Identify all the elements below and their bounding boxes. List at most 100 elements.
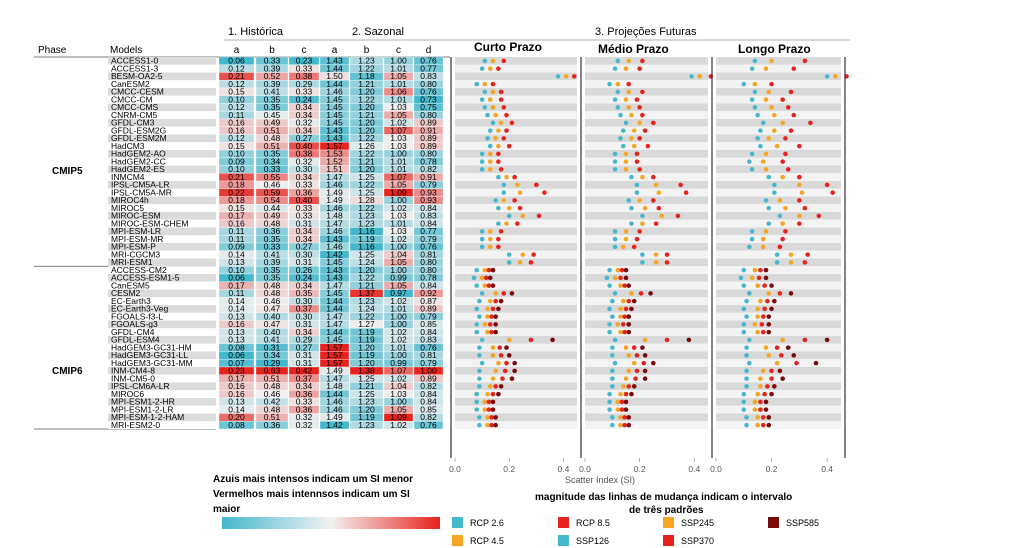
cell-value: 0.31 [296,257,313,267]
cell-value: 0.31 [296,350,313,360]
cell-value: 1.05 [390,280,407,290]
cell-value: 0.11 [229,226,245,236]
cell-value: 1.05 [390,180,407,190]
projection-point [747,291,752,296]
cell-value: 1.00 [390,397,407,407]
projection-point [642,368,648,374]
projection-point [506,143,512,149]
projection-point [501,58,507,64]
model-name: CESM2 [111,288,141,298]
cell-value: 0.35 [264,149,281,159]
projection-point [629,205,634,211]
proj-row-band [455,289,577,298]
cell-value: 1.02 [390,373,407,383]
table-row-band [108,374,216,383]
cell-value: 0.83 [420,335,437,345]
table-row-band [108,243,216,251]
cell-value: 0.75 [420,102,437,112]
projection-point [623,345,629,350]
cell-value: 1.52 [326,156,343,166]
cell-value: 0.12 [228,133,245,143]
proj-row-band [585,188,708,197]
cell-value: 0.33 [296,397,313,407]
projection-point [741,322,747,327]
projection-point [498,229,504,234]
projection-point [738,275,744,281]
model-name: CMCC-CM [111,94,153,104]
cell-value: 1.02 [390,335,407,345]
projection-point [797,143,802,149]
cell-value: 1.44 [326,63,343,73]
cell-value: 1.05 [390,257,407,267]
cell-value: 0.40 [296,141,313,151]
cell-value: 0.13 [228,335,245,345]
table-row-band [108,212,216,220]
x-axis-label: Scatter Index (SI) [565,475,635,485]
projection-point [763,229,769,234]
projection-point [487,151,493,157]
proj-row-band [585,258,708,267]
cell-value: 1.45 [326,118,343,128]
projection-point [791,66,797,71]
projection-point [487,244,493,250]
projection-point [498,298,504,304]
cell-value: 0.29 [264,358,281,368]
cell-value: 0.85 [420,319,437,329]
cell-value: 0.34 [264,156,281,166]
projection-point [769,391,774,397]
cell-value: 1.24 [358,257,375,267]
projection-point [612,337,618,343]
proj-row-band [716,421,841,429]
cell-value: 1.07 [390,366,407,376]
cell-value: 0.89 [420,373,437,383]
projection-point [485,314,490,319]
cell-value: 0.63 [264,366,281,376]
proj-row-band [455,336,577,344]
projection-point [615,81,621,87]
projection-point [493,422,498,428]
projection-point [780,236,785,242]
projection-point [626,58,632,64]
cell-value: 1.01 [390,79,407,89]
projecoes-header: 3. Projeções Futuras [595,26,697,38]
projection-point [479,151,485,157]
proj-row-band [455,157,577,166]
cell-value: 1.22 [358,149,375,159]
projection-point [623,407,629,412]
sazonal-header: 2. Sazonal [352,26,404,38]
cell-value: 1.43 [326,125,343,135]
proj-row-band [585,173,708,181]
projection-point [752,58,758,64]
projection-point [626,353,632,358]
cell-value: 1.49 [326,195,343,205]
model-name: HadGEM2-ES [111,164,165,174]
model-name: MIROC4h [111,195,149,205]
projection-point [493,298,498,304]
color-note-3: maior [213,504,240,515]
cell-value: 0.48 [264,288,281,298]
cell-value: 1.07 [390,172,407,182]
projection-point [766,174,772,180]
projection-point [772,182,777,188]
projection-point [645,143,651,149]
projection-point [493,136,498,141]
projection-point [496,66,501,71]
cell-value: 0.77 [420,226,437,236]
cell-value: 0.34 [296,327,313,337]
cell-value: 0.30 [296,164,313,174]
proj-row-band [585,111,708,119]
cell-value: 1.44 [326,296,343,306]
projection-point [741,81,747,87]
projection-point [741,399,747,405]
proj-row-band [455,111,577,119]
proj-row-band [716,328,841,336]
cell-value: 0.33 [296,211,313,221]
proj-row-band [455,398,577,406]
table-row-band [108,289,216,298]
projection-point [766,136,772,141]
cell-value: 0.29 [296,335,313,345]
cell-value: 1.45 [326,102,343,112]
cell-value: 0.73 [420,94,437,104]
projection-point [631,298,637,304]
proj-row-band [455,405,577,414]
